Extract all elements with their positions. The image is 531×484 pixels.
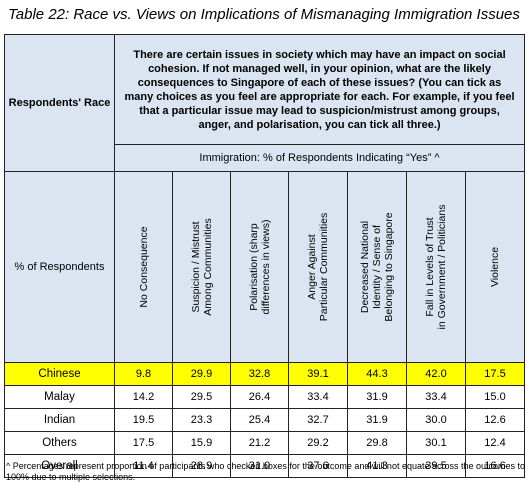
- column-header: Polarisation (sharp differences in views): [230, 171, 289, 363]
- table-cell: 39.1: [288, 362, 348, 386]
- column-header-line: Suspicion / Mistrust: [189, 221, 202, 313]
- column-header: No Consequence: [114, 171, 173, 363]
- table-cell: 30.0: [406, 408, 466, 432]
- table-caption: Table 22: Race vs. Views on Implications…: [8, 6, 520, 23]
- row-label: Others: [4, 431, 115, 455]
- table-row: Others 17.5 15.9 21.2 29.2 29.8 30.1 12.4: [4, 431, 526, 455]
- table-cell: 26.4: [230, 385, 289, 409]
- table-cell: 9.8: [114, 362, 173, 386]
- row-label: Malay: [4, 385, 115, 409]
- table-cell: 32.7: [288, 408, 348, 432]
- table-cell: 31.0: [230, 454, 289, 478]
- column-header: Violence: [464, 171, 526, 363]
- table-cell: 17.5: [114, 431, 173, 455]
- table-cell: 31.9: [347, 385, 407, 409]
- column-header: Suspicion / Mistrust Among Communities: [172, 171, 231, 363]
- footnote: ^ Percentages represent proportion of pa…: [6, 461, 526, 482]
- table-cell: 29.2: [288, 431, 348, 455]
- column-header-line: Particular Communities: [318, 212, 330, 322]
- table-cell: 30.1: [406, 431, 466, 455]
- column-header-line: Decreased National: [359, 220, 371, 314]
- table-cell: 23.3: [172, 408, 231, 432]
- table-cell: 21.2: [230, 431, 289, 455]
- column-header-line: Identity / Sense of: [371, 224, 383, 310]
- table-cell: 11.4: [114, 454, 173, 478]
- table-cell: 29.5: [172, 385, 231, 409]
- table-cell: 17.5: [464, 362, 526, 386]
- column-header-line: Anger Against: [306, 234, 318, 300]
- column-header-line: differences in views): [259, 219, 272, 315]
- pct-respondents-header: % of Respondents: [4, 171, 115, 363]
- column-header-line: Polarisation (sharp: [247, 223, 260, 311]
- column-header: Decreased National Identity / Sense of Bel…: [347, 171, 407, 363]
- immigration-subheader: Immigration: % of Respondents Indicating…: [113, 144, 526, 172]
- table-cell: 12.6: [464, 408, 526, 432]
- table-row: Indian 19.5 23.3 25.4 32.7 31.9 30.0 12.6: [4, 408, 526, 432]
- table-cell: 42.0: [406, 362, 466, 386]
- column-header-line: Among Communities: [201, 218, 214, 316]
- column-header-line: Violence: [489, 246, 501, 288]
- row-label: Overall: [4, 454, 115, 478]
- table-cell: 14.2: [114, 385, 173, 409]
- table-cell: 44.3: [347, 362, 407, 386]
- table-cell: 33.4: [406, 385, 466, 409]
- table-cell: 19.5: [114, 408, 173, 432]
- table-row: Overall 11.4 28.9 31.0 37.6 41.3 39.5 16.6: [4, 454, 526, 478]
- table-cell: 15.0: [464, 385, 526, 409]
- column-header-line: No Consequence: [137, 226, 150, 308]
- survey-question: There are certain issues in society whic…: [113, 34, 526, 145]
- row-label: Indian: [4, 408, 115, 432]
- column-header: Fall in Levels of Trust in Government / P…: [406, 171, 466, 363]
- table-cell: 29.8: [347, 431, 407, 455]
- table-cell: 32.8: [230, 362, 289, 386]
- table-row: Chinese 9.8 29.9 32.8 39.1 44.3 42.0 17.5: [4, 362, 526, 386]
- respondents-race-header: Respondents' Race: [4, 34, 115, 172]
- column-header: Anger Against Particular Communities: [288, 171, 348, 363]
- table-cell: 33.4: [288, 385, 348, 409]
- table-cell: 29.9: [172, 362, 231, 386]
- column-header-line: Fall in Levels of Trust: [424, 217, 436, 317]
- race-views-table: Respondents' Race There are certain issu…: [4, 34, 526, 478]
- table-cell: 12.4: [464, 431, 526, 455]
- column-header-line: Belonging to Singapore: [383, 212, 395, 322]
- table-cell: 16.6: [464, 454, 526, 478]
- table-cell: 39.5: [406, 454, 466, 478]
- row-label: Chinese: [4, 362, 115, 386]
- table-cell: 15.9: [172, 431, 231, 455]
- table-cell: 25.4: [230, 408, 289, 432]
- column-header-line: in Government / Politicians: [436, 204, 448, 330]
- table-cell: 31.9: [347, 408, 407, 432]
- table-row: Malay 14.2 29.5 26.4 33.4 31.9 33.4 15.0: [4, 385, 526, 409]
